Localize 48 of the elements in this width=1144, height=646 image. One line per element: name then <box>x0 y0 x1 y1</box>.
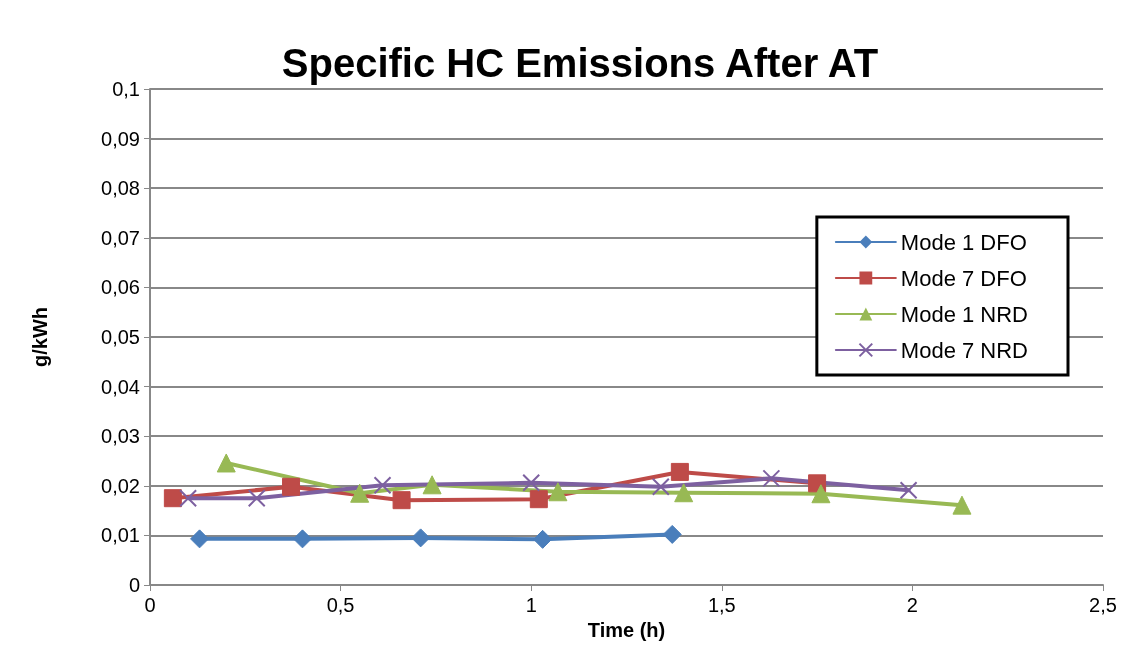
point <box>282 477 301 496</box>
point <box>899 481 918 500</box>
point <box>529 490 548 509</box>
point <box>651 477 670 496</box>
point <box>350 483 370 503</box>
y-tick-label: 0,05 <box>101 326 140 348</box>
point <box>674 483 694 503</box>
y-tick-label: 0,01 <box>101 524 140 547</box>
y-tick-label: 0,1 <box>112 78 140 100</box>
point <box>533 529 553 549</box>
y-tick-label: 0,09 <box>101 127 140 150</box>
point <box>670 462 689 481</box>
point <box>662 524 682 544</box>
point <box>392 491 411 510</box>
x-tick-label: 0,5 <box>326 594 355 616</box>
point <box>522 473 541 492</box>
x-axis-title: Time (h) <box>587 618 666 641</box>
point <box>811 484 831 504</box>
point <box>292 529 312 549</box>
legend-label: Mode 1 DFO <box>900 229 1027 255</box>
legend-label: Mode 1 NRD <box>900 301 1028 327</box>
point <box>422 475 442 495</box>
point <box>548 482 568 502</box>
chart-title: Specific HC Emissions After AT <box>281 41 879 85</box>
point <box>952 495 972 515</box>
y-tick-label: 0,06 <box>101 276 140 299</box>
x-tick-label: 0 <box>144 594 156 616</box>
y-tick-label: 0 <box>128 574 140 596</box>
y-axis-title: g/kWh <box>29 307 51 367</box>
point <box>190 529 210 549</box>
point <box>247 489 266 508</box>
legend-label: Mode 7 NRD <box>900 337 1028 363</box>
x-tick-label: 2 <box>906 594 918 616</box>
point <box>163 489 182 508</box>
point <box>762 469 781 488</box>
point <box>179 489 198 508</box>
point <box>373 476 392 495</box>
point <box>411 528 431 548</box>
y-tick-label: 0,07 <box>101 226 140 249</box>
legend-label: Mode 7 DFO <box>900 265 1027 291</box>
y-tick-label: 0,02 <box>101 474 140 497</box>
x-tick-label: 1 <box>525 594 537 616</box>
x-tick-label: 2,5 <box>1089 594 1117 616</box>
point <box>216 453 236 473</box>
y-tick-label: 0,08 <box>101 177 140 200</box>
y-tick-label: 0,03 <box>101 425 140 448</box>
y-tick-label: 0,04 <box>101 375 140 398</box>
x-tick-label: 1,5 <box>707 594 736 616</box>
